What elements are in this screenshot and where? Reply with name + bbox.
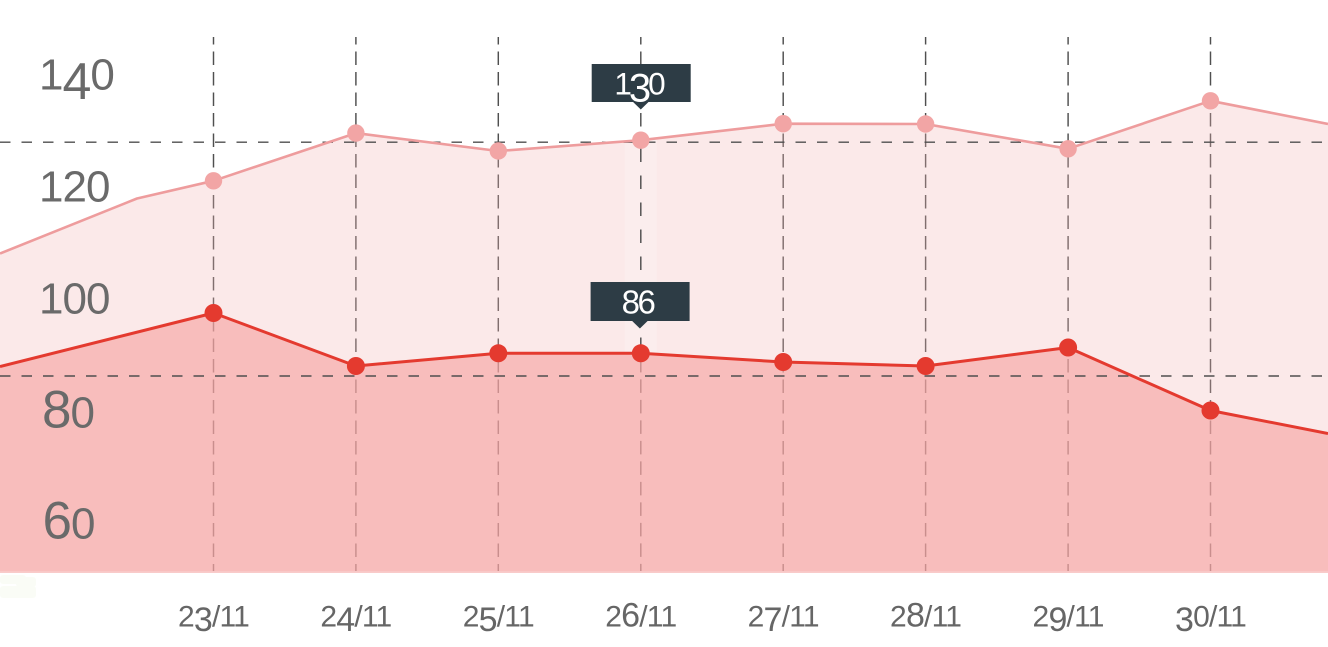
svg-text:26/11: 26/11 xyxy=(605,597,676,635)
svg-text:60: 60 xyxy=(43,492,95,551)
svg-text:100: 100 xyxy=(39,275,109,324)
svg-text:29/11: 29/11 xyxy=(1033,601,1104,640)
svg-text:130: 130 xyxy=(614,66,665,111)
svg-text:27/11: 27/11 xyxy=(748,601,819,640)
svg-text:120: 120 xyxy=(39,163,109,212)
svg-text:23/11: 23/11 xyxy=(178,601,249,640)
svg-text:80: 80 xyxy=(42,381,94,440)
svg-text:28/11: 28/11 xyxy=(890,597,961,635)
svg-text:25/11: 25/11 xyxy=(463,601,534,640)
svg-text:24/11: 24/11 xyxy=(320,601,391,640)
svg-text:86: 86 xyxy=(622,284,655,321)
svg-text:140: 140 xyxy=(39,51,114,112)
svg-text:30/11: 30/11 xyxy=(1175,601,1246,640)
